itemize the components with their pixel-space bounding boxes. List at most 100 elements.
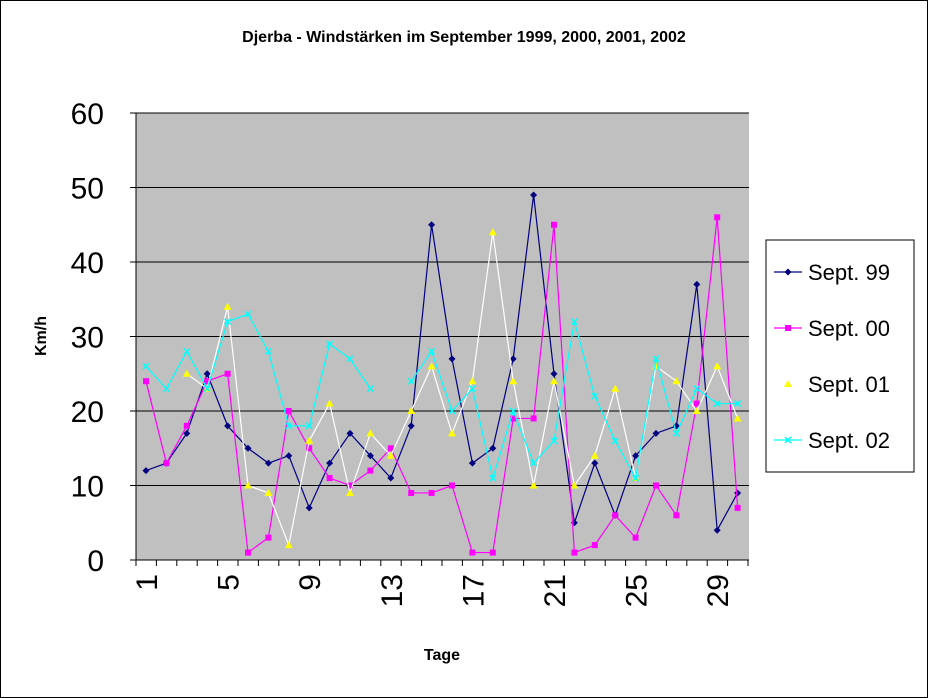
y-axis-label: Km/h [33,316,50,356]
series-line [145,194,739,533]
series-layer [142,191,742,556]
data-point [428,221,436,229]
data-point [265,534,272,541]
y-tick-label: 40 [71,247,104,280]
gridlines [136,112,749,486]
data-point [346,429,354,437]
data-point [285,408,292,414]
data-point [284,541,293,549]
data-point [448,407,456,415]
series-line [145,217,739,554]
data-point [509,355,517,363]
data-point [672,377,681,385]
data-point [734,400,742,408]
data-point [264,347,272,355]
series-2 [143,214,741,556]
data-point [550,437,558,445]
data-point [366,385,374,393]
data-point [264,488,273,496]
legend: Sept. 99 Sept. 00 Sept. 01 Sept. 02 [765,239,915,473]
data-point [346,488,354,496]
data-point [611,437,619,445]
series-line [186,232,739,548]
legend-marker [784,268,792,276]
data-point [325,399,334,407]
legend-marker [785,325,791,331]
y-tick-label: 20 [71,396,104,429]
data-point [428,347,436,355]
data-point [204,378,211,385]
y-tick-label: 0 [87,545,104,578]
data-point [386,451,395,459]
data-point [468,385,476,393]
data-point [734,504,741,511]
data-point [632,474,640,482]
data-point [693,385,701,393]
data-point [162,385,170,393]
data-point [326,459,334,467]
data-point [571,549,578,556]
legend-marker [784,380,792,387]
data-point [347,482,353,489]
data-point [142,362,150,370]
data-point [183,422,190,429]
data-point [489,549,496,556]
data-point [264,459,272,467]
data-point [632,452,640,460]
legend-box [765,239,915,473]
data-point [305,436,314,444]
y-tick-label: 30 [71,322,104,355]
data-point [530,191,538,199]
data-point [448,355,456,363]
data-point [224,318,232,326]
x-tick-label: 9 [294,574,327,591]
data-point [673,512,680,519]
y-axis-ticks: 0 10 20 30 40 50 60 [71,98,136,578]
data-point [244,444,252,452]
data-point [306,445,313,452]
x-tick-label: 5 [213,574,246,591]
data-point [183,347,191,355]
data-point [366,452,374,460]
data-point [469,549,476,556]
series-4 [142,310,742,482]
data-point [653,482,659,489]
data-point [245,549,251,556]
data-point [449,482,455,489]
data-point [163,460,170,467]
data-point [468,459,476,467]
data-point [652,429,660,437]
y-tick-label: 60 [71,98,104,131]
x-tick-label: 1 [131,574,164,591]
data-point [407,377,415,385]
x-axis-label: Tage [424,647,460,664]
x-tick-label: 25 [621,574,654,607]
data-point [611,384,620,392]
y-tick-label: 50 [71,173,104,206]
data-point [550,377,558,385]
data-point [591,459,599,467]
data-point [224,370,231,377]
legend-entry-label: Sept. 99 [808,260,890,285]
data-point [448,429,456,437]
data-point [509,407,517,415]
data-point [183,429,191,437]
data-point [632,534,639,541]
data-point [387,445,394,452]
data-point [570,318,578,326]
data-point [387,474,395,482]
data-point [590,451,599,459]
x-axis-ticks: 1 5 9 13 17 21 25 29 [131,560,749,607]
chart-title: Djerba - Windstärken im September 1999, … [242,29,686,46]
y-tick-label: 10 [71,471,104,504]
data-point [244,310,252,318]
data-point [285,422,293,430]
data-point [714,214,721,221]
data-point [427,362,436,370]
data-point [366,429,375,437]
data-point [488,228,497,236]
data-point [468,377,477,385]
data-point [713,526,721,534]
x-tick-label: 13 [376,574,409,607]
